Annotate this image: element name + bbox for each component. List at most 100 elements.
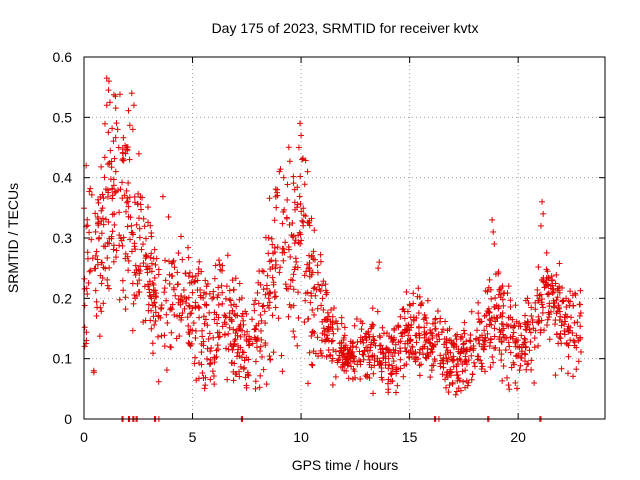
data-point bbox=[92, 252, 99, 259]
data-point bbox=[399, 306, 406, 313]
data-point bbox=[317, 347, 324, 354]
data-point bbox=[302, 290, 309, 297]
data-point bbox=[270, 349, 277, 356]
data-point bbox=[141, 283, 148, 290]
data-point bbox=[237, 333, 244, 340]
data-point bbox=[92, 228, 99, 235]
data-point bbox=[171, 264, 178, 271]
data-point bbox=[282, 281, 289, 288]
data-point bbox=[192, 327, 199, 334]
data-point bbox=[563, 304, 570, 311]
data-point bbox=[528, 304, 535, 311]
data-point bbox=[356, 348, 363, 355]
data-point bbox=[231, 341, 238, 348]
data-point bbox=[539, 198, 546, 205]
data-point bbox=[450, 353, 457, 360]
data-point bbox=[191, 360, 198, 367]
data-point bbox=[334, 326, 341, 333]
data-point bbox=[129, 229, 136, 236]
data-point bbox=[237, 363, 244, 370]
data-point bbox=[447, 337, 454, 344]
data-point bbox=[507, 323, 514, 330]
data-point bbox=[329, 321, 336, 328]
data-point bbox=[268, 235, 275, 242]
data-point bbox=[266, 195, 273, 202]
data-point bbox=[491, 241, 498, 248]
data-point bbox=[186, 280, 193, 287]
data-point bbox=[262, 320, 269, 327]
data-point bbox=[228, 316, 235, 323]
data-point bbox=[338, 344, 345, 351]
data-point bbox=[514, 353, 521, 360]
data-point bbox=[145, 301, 152, 308]
data-point bbox=[110, 91, 117, 98]
data-point bbox=[561, 321, 568, 328]
data-point bbox=[122, 150, 129, 157]
data-point bbox=[285, 243, 292, 250]
data-point bbox=[185, 273, 192, 280]
data-point bbox=[122, 294, 129, 301]
data-point bbox=[491, 333, 498, 340]
data-point bbox=[468, 352, 475, 359]
data-point bbox=[294, 342, 301, 349]
data-point bbox=[306, 349, 313, 356]
data-point bbox=[88, 191, 95, 198]
data-point bbox=[544, 268, 551, 275]
data-point bbox=[226, 287, 233, 294]
data-point bbox=[109, 185, 116, 192]
data-point bbox=[210, 288, 217, 295]
data-point bbox=[574, 319, 581, 326]
data-point bbox=[186, 302, 193, 309]
data-point bbox=[554, 294, 561, 301]
data-point bbox=[479, 363, 486, 370]
data-point bbox=[436, 336, 443, 343]
data-point bbox=[148, 268, 155, 275]
data-point bbox=[546, 336, 553, 343]
data-point bbox=[349, 376, 356, 383]
data-point bbox=[137, 201, 144, 208]
data-point bbox=[122, 208, 129, 215]
data-point bbox=[287, 276, 294, 283]
data-point bbox=[442, 318, 449, 325]
data-point bbox=[407, 336, 414, 343]
data-point bbox=[375, 265, 382, 272]
data-point bbox=[182, 270, 189, 277]
data-point bbox=[86, 268, 93, 275]
data-point bbox=[272, 304, 279, 311]
data-point bbox=[297, 240, 304, 247]
data-point bbox=[459, 361, 466, 368]
data-point bbox=[547, 285, 554, 292]
data-point bbox=[462, 367, 469, 374]
data-point bbox=[517, 362, 524, 369]
data-point bbox=[273, 204, 280, 211]
data-point bbox=[305, 264, 312, 271]
data-point bbox=[442, 351, 449, 358]
data-point bbox=[102, 265, 109, 272]
data-point bbox=[578, 348, 585, 355]
data-point bbox=[119, 242, 126, 249]
data-point bbox=[502, 346, 509, 353]
data-point bbox=[543, 249, 550, 256]
data-point bbox=[494, 315, 501, 322]
data-point bbox=[283, 215, 290, 222]
data-point bbox=[184, 244, 191, 251]
data-point bbox=[353, 344, 360, 351]
data-point bbox=[460, 327, 467, 334]
data-point bbox=[546, 311, 553, 318]
data-point bbox=[132, 246, 139, 253]
data-point bbox=[192, 278, 199, 285]
data-point bbox=[421, 343, 428, 350]
data-point bbox=[86, 229, 93, 236]
data-point bbox=[488, 321, 495, 328]
data-point bbox=[532, 306, 539, 313]
data-point bbox=[144, 204, 151, 211]
data-point bbox=[371, 340, 378, 347]
data-point bbox=[401, 362, 408, 369]
data-point bbox=[151, 287, 158, 294]
data-point bbox=[310, 248, 317, 255]
data-point bbox=[159, 193, 166, 200]
data-point bbox=[271, 244, 278, 251]
data-point bbox=[323, 332, 330, 339]
data-point bbox=[268, 257, 275, 264]
data-point bbox=[116, 296, 123, 303]
